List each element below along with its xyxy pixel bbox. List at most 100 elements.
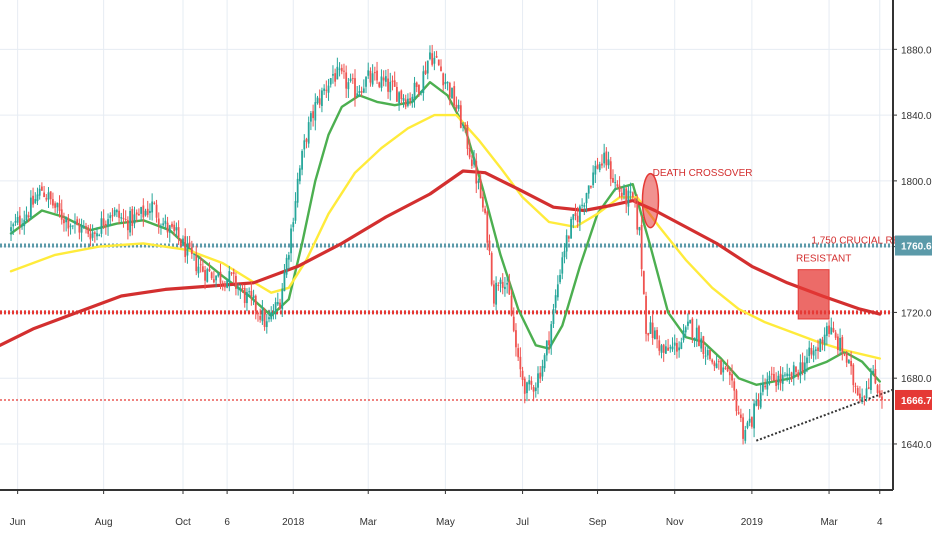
candle-body	[459, 105, 462, 128]
candle-body	[587, 185, 590, 194]
candle-body	[29, 197, 32, 218]
candle-body	[307, 122, 310, 144]
candle-body	[687, 321, 689, 326]
candle-body	[254, 295, 257, 312]
candle-body	[720, 360, 722, 375]
candle-body	[47, 192, 50, 200]
candle-body	[371, 73, 374, 85]
candle-body	[177, 227, 180, 238]
candle-body	[369, 70, 372, 83]
candle-body	[495, 282, 498, 305]
candle-body	[515, 330, 517, 348]
candle-body	[700, 338, 703, 349]
candle-body	[861, 397, 864, 401]
candle-body	[530, 380, 533, 385]
candle-body	[466, 124, 469, 149]
candle-body	[166, 222, 169, 233]
candle-body	[107, 219, 109, 227]
candle-body	[157, 218, 160, 225]
y-tick-label: 1680.00	[901, 374, 932, 385]
candle-body	[548, 340, 550, 346]
candle-body	[801, 362, 804, 372]
candle-body	[477, 180, 480, 183]
candle-body	[528, 380, 531, 385]
candle-body	[294, 201, 297, 221]
candle-body	[376, 70, 378, 81]
candle-body	[484, 208, 486, 213]
candle-body	[490, 253, 493, 285]
candle-body	[510, 295, 513, 316]
moving-average-line	[9, 113, 881, 360]
candle-body	[235, 275, 237, 289]
candle-body	[828, 325, 830, 334]
candle-body	[713, 362, 716, 367]
candle-body	[204, 270, 206, 281]
candle-body	[704, 355, 707, 357]
x-tick-label: Sep	[589, 517, 607, 528]
chart-annotation: RESISTANT	[796, 253, 851, 264]
candle-body	[570, 218, 572, 239]
candle-body	[389, 81, 392, 93]
price-label-text: 1760.68	[901, 242, 932, 253]
candle-body	[854, 385, 857, 387]
candle-body	[856, 388, 859, 396]
candle-body	[268, 317, 270, 320]
candle-body	[812, 350, 815, 356]
candle-body	[642, 271, 645, 295]
candle-body	[479, 179, 482, 199]
candle-body	[702, 336, 705, 355]
candle-body	[179, 239, 182, 247]
x-tick-label: Nov	[666, 517, 684, 528]
candle-body	[82, 225, 85, 227]
candle-body	[475, 160, 478, 184]
candle-body	[332, 74, 334, 76]
candle-body	[448, 82, 451, 98]
candle-body	[698, 326, 700, 347]
chart-annotation: DEATH CROSSOVER	[653, 168, 753, 179]
candle-body	[329, 78, 332, 85]
candle-body	[173, 224, 176, 232]
candle-body	[728, 371, 731, 376]
candle-body	[559, 274, 561, 283]
candle-body	[821, 339, 824, 344]
candle-body	[574, 212, 577, 216]
candle-body	[343, 70, 345, 72]
candle-body	[631, 192, 634, 198]
x-tick-label: Mar	[360, 517, 378, 528]
resistance-zone	[797, 269, 830, 320]
candle-body	[400, 90, 403, 99]
candle-body	[239, 289, 242, 291]
candle-body	[336, 66, 339, 80]
candle-body	[265, 321, 268, 328]
candle-body	[841, 337, 844, 353]
candle-body	[58, 203, 61, 211]
candle-body	[208, 268, 211, 272]
candle-body	[473, 159, 475, 165]
candle-body	[435, 55, 438, 58]
candle-body	[446, 81, 449, 84]
candle-body	[759, 392, 762, 408]
candle-body	[351, 78, 354, 80]
candle-body	[113, 209, 116, 216]
candle-body	[12, 224, 15, 227]
candle-body	[221, 282, 224, 284]
candle-body	[164, 220, 167, 224]
candle-body	[45, 198, 48, 200]
candle-body	[609, 161, 612, 180]
candle-body	[14, 221, 17, 223]
candle-body	[78, 224, 81, 233]
candle-body	[91, 232, 94, 238]
candle-body	[724, 367, 727, 369]
candle-body	[788, 374, 791, 376]
candle-body	[766, 379, 769, 390]
candle-body	[153, 202, 156, 204]
candle-body	[777, 375, 780, 386]
candle-body	[354, 78, 356, 98]
candle-body	[768, 375, 771, 380]
candle-body	[131, 208, 134, 226]
candle-body	[625, 188, 628, 205]
candle-body	[422, 71, 425, 94]
candle-body	[618, 185, 621, 192]
candle-body	[839, 337, 841, 351]
